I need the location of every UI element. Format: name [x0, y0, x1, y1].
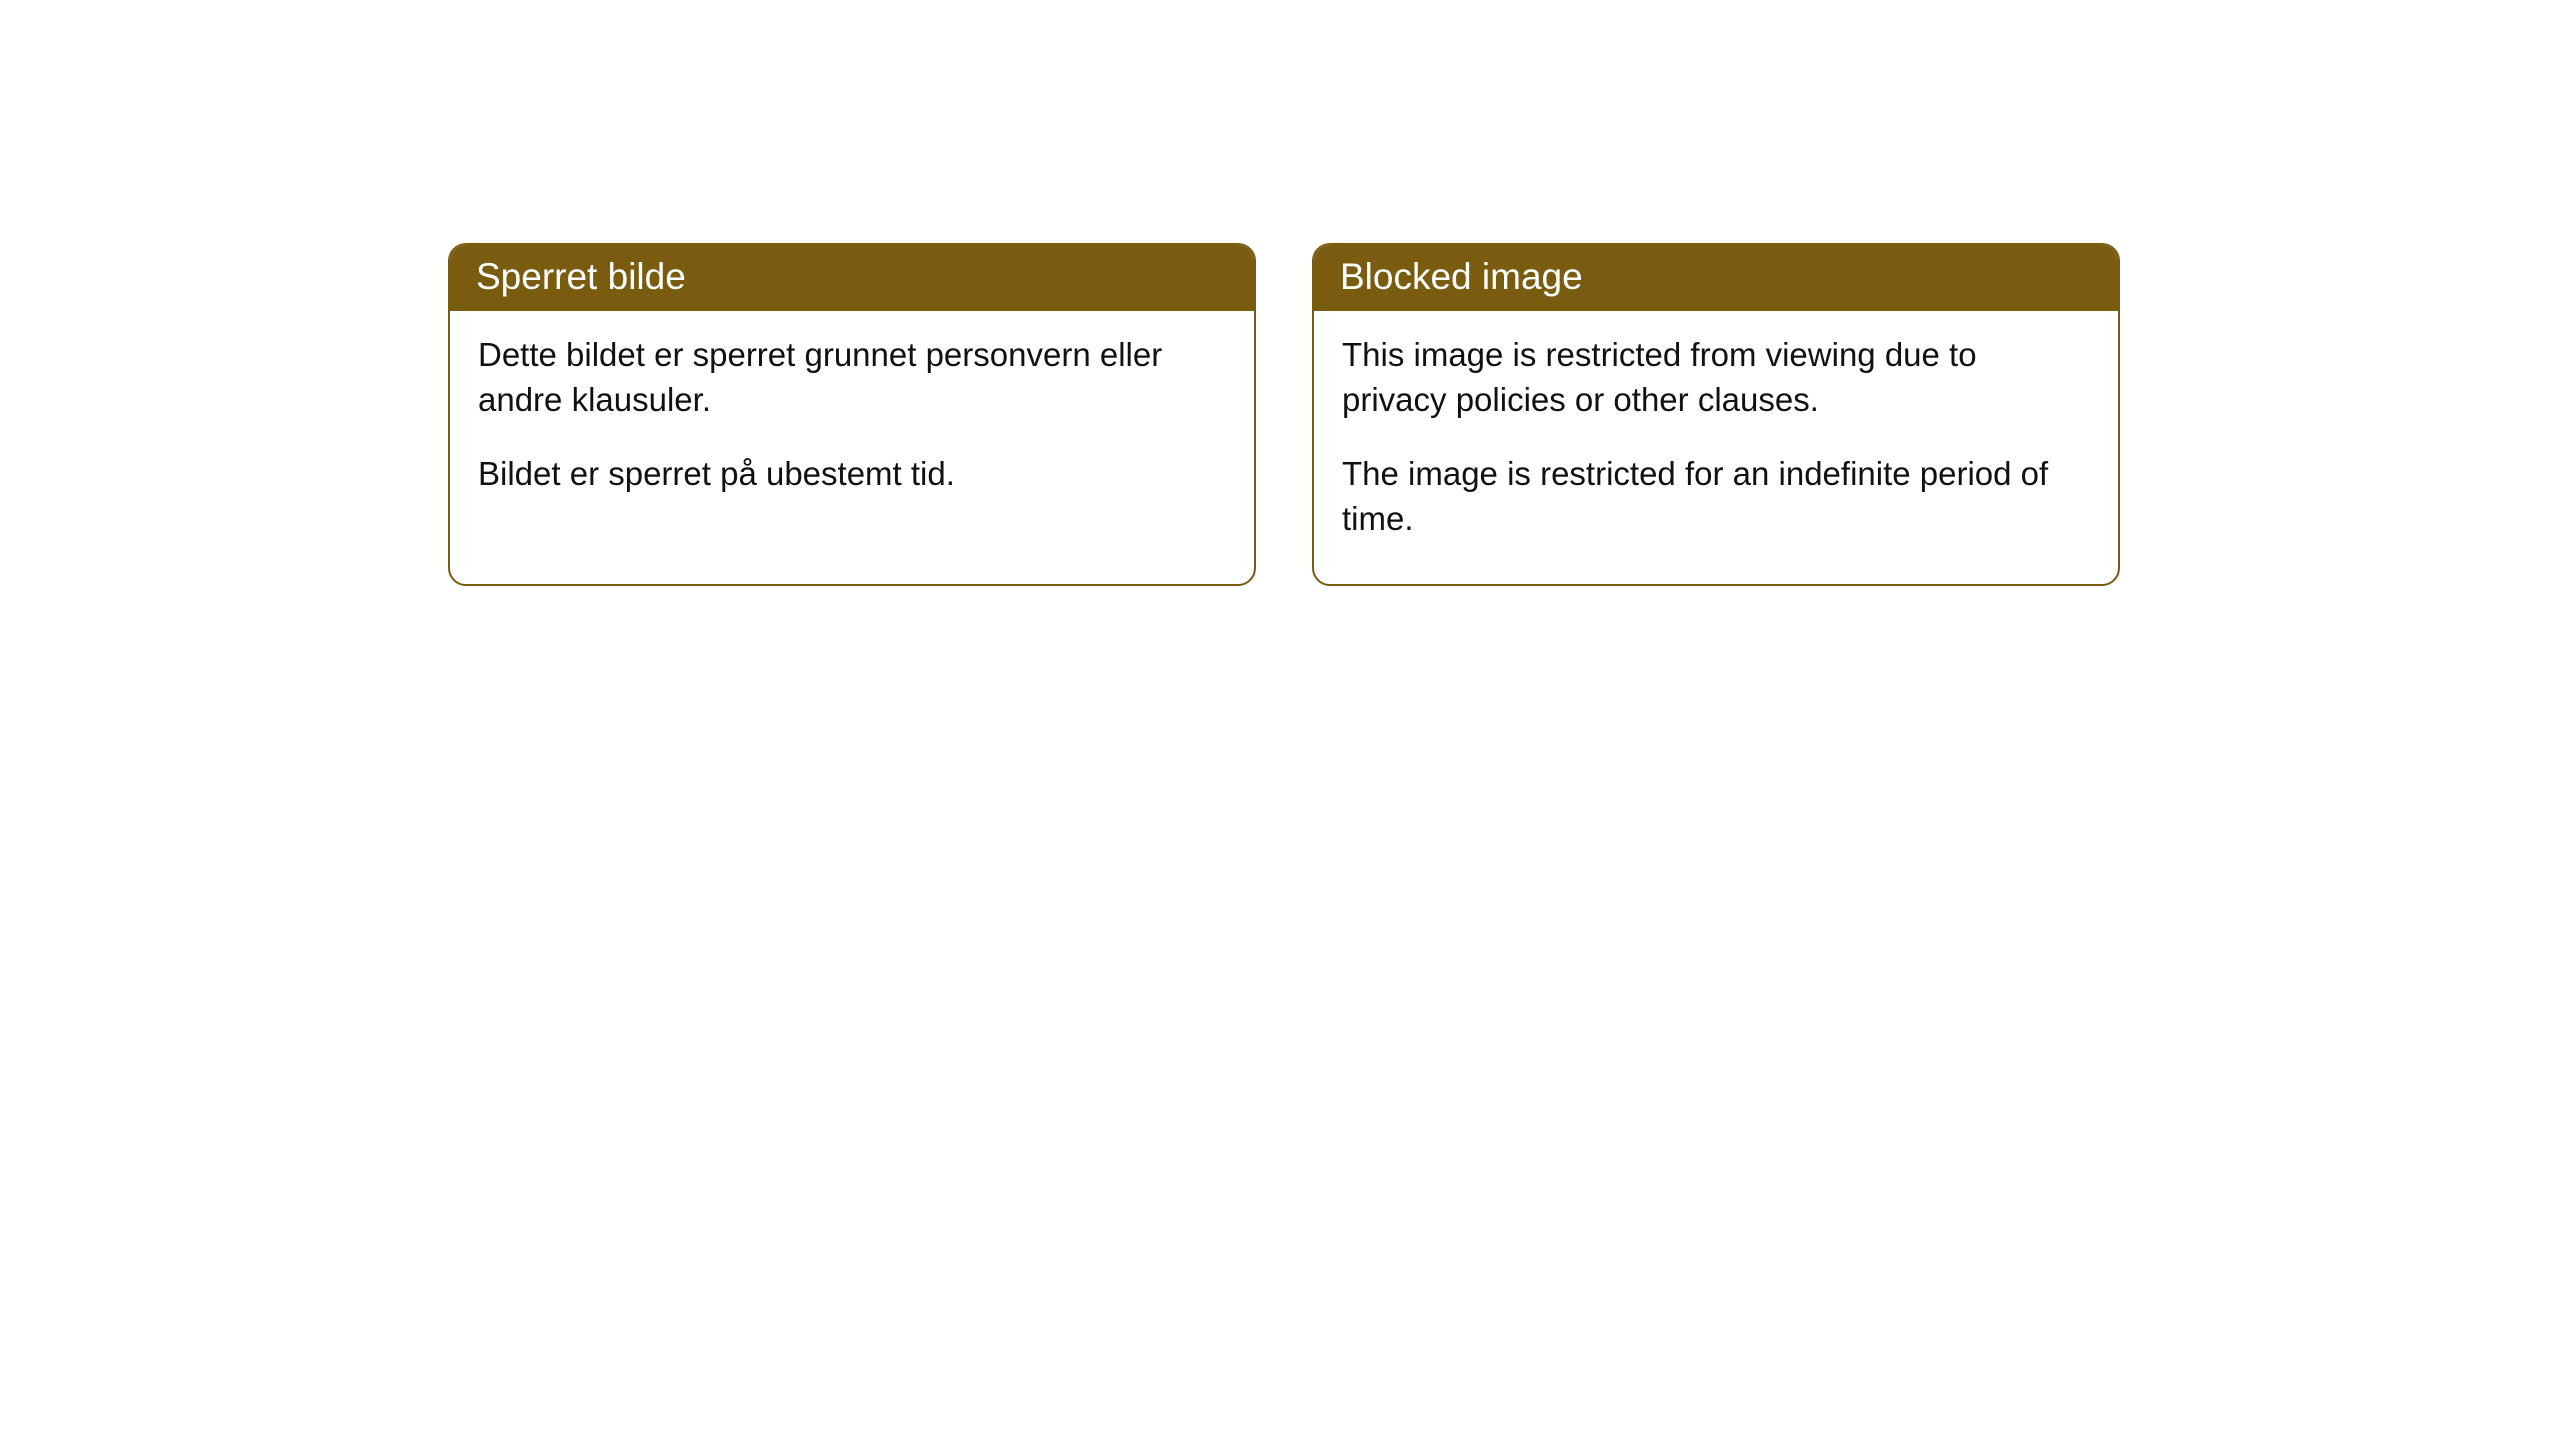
- card-body-norwegian: Dette bildet er sperret grunnet personve…: [450, 311, 1254, 539]
- notice-cards-container: Sperret bilde Dette bildet er sperret gr…: [448, 243, 2120, 586]
- notice-text-norwegian-1: Dette bildet er sperret grunnet personve…: [478, 333, 1226, 422]
- card-header-english: Blocked image: [1314, 245, 2118, 311]
- blocked-image-card-norwegian: Sperret bilde Dette bildet er sperret gr…: [448, 243, 1256, 586]
- blocked-image-card-english: Blocked image This image is restricted f…: [1312, 243, 2120, 586]
- notice-text-norwegian-2: Bildet er sperret på ubestemt tid.: [478, 452, 1226, 497]
- card-header-norwegian: Sperret bilde: [450, 245, 1254, 311]
- notice-text-english-1: This image is restricted from viewing du…: [1342, 333, 2090, 422]
- notice-text-english-2: The image is restricted for an indefinit…: [1342, 452, 2090, 541]
- card-body-english: This image is restricted from viewing du…: [1314, 311, 2118, 583]
